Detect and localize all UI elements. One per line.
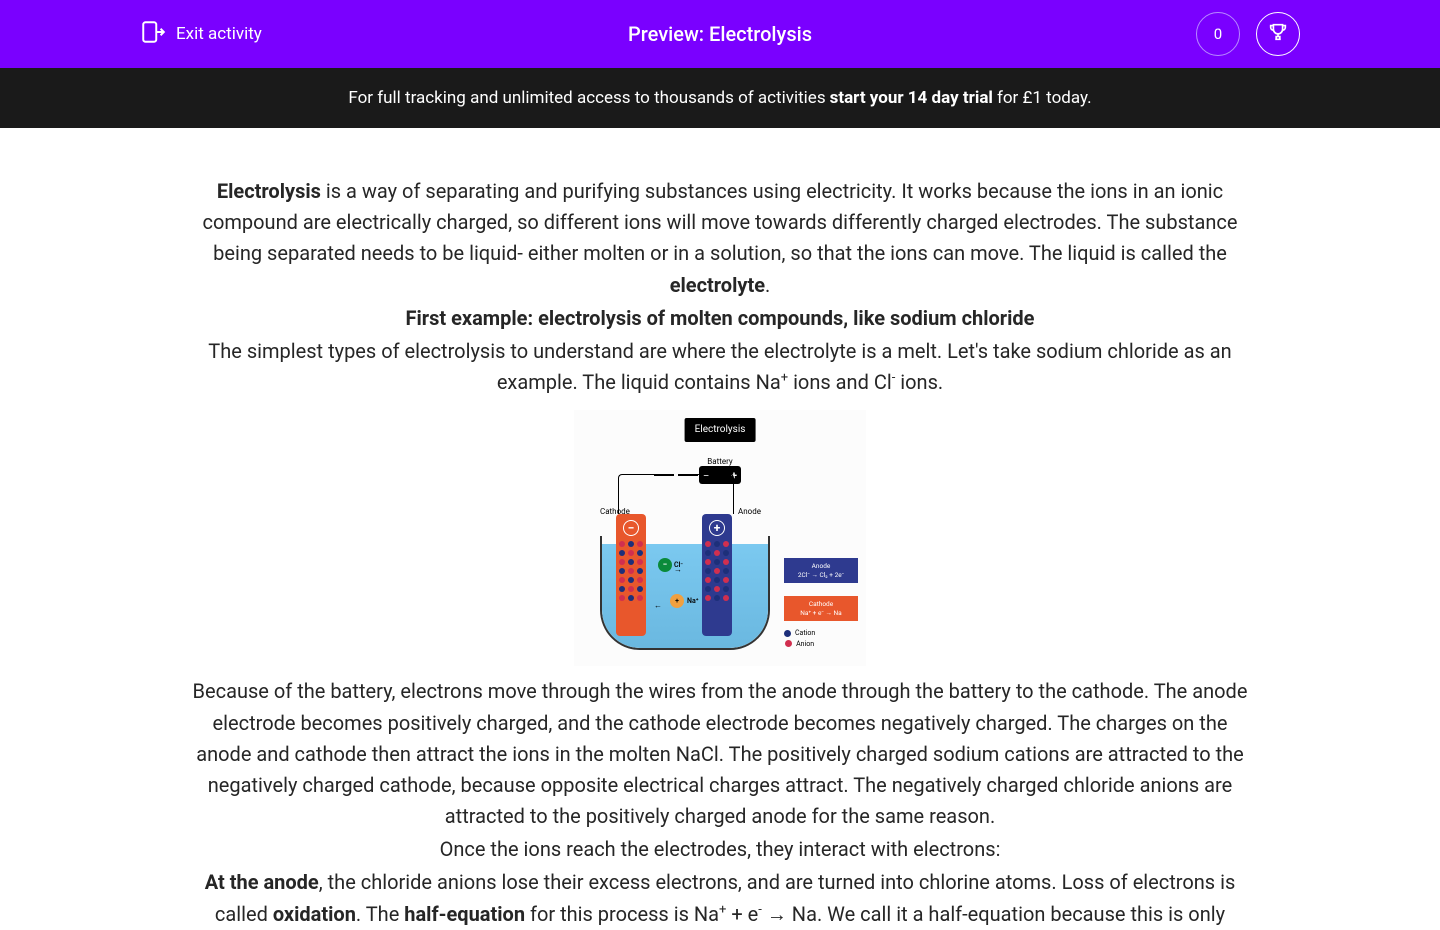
exit-icon bbox=[140, 19, 166, 50]
promo-banner[interactable]: For full tracking and unlimited access t… bbox=[0, 68, 1440, 128]
para1-end: . bbox=[765, 273, 770, 297]
para1-text: is a way of separating and purifying sub… bbox=[203, 179, 1238, 265]
paragraph-5: At the anode, the chloride anions lose t… bbox=[185, 867, 1255, 929]
anode-ions bbox=[702, 538, 732, 636]
term-half-equation: half-equation bbox=[404, 902, 525, 926]
arrow-right-icon: → bbox=[674, 564, 682, 576]
anode-label: Anode bbox=[738, 506, 761, 518]
cathode-ions bbox=[616, 538, 646, 636]
page-title: Preview: Electrolysis bbox=[628, 22, 812, 46]
legend-cation: Cation bbox=[795, 629, 815, 637]
banner-suffix: for £1 today. bbox=[997, 88, 1092, 108]
cathode-equation-box: Cathode Na⁺ + e⁻ → Na bbox=[784, 596, 858, 621]
trophy-icon bbox=[1267, 21, 1289, 47]
superscript-plus: + bbox=[781, 370, 788, 385]
anode-equation-box: Anode 2Cl⁻ → Cl₂ + 2e⁻ bbox=[784, 558, 858, 583]
legend-anion: Anion bbox=[796, 640, 814, 648]
para2-b: ions and Cl bbox=[788, 370, 892, 394]
section-heading: First example: electrolysis of molten co… bbox=[185, 303, 1255, 334]
diagram-title: Electrolysis bbox=[685, 418, 756, 442]
banner-bold: start your 14 day trial bbox=[830, 88, 993, 108]
term-electrolysis: Electrolysis bbox=[217, 179, 321, 203]
anode-box-eq: 2Cl⁻ → Cl₂ + 2e⁻ bbox=[789, 571, 853, 579]
cathode-sign: − bbox=[623, 520, 639, 536]
paragraph-1: Electrolysis is a way of separating and … bbox=[185, 176, 1255, 301]
na-label: Na⁺ bbox=[687, 596, 699, 607]
wire bbox=[678, 474, 698, 476]
para5-b: . The bbox=[356, 902, 404, 926]
superscript-plus2: + bbox=[719, 902, 726, 917]
para2-c: ions. bbox=[895, 370, 943, 394]
trophy-button[interactable] bbox=[1256, 12, 1300, 56]
para5-c: for this process is Na bbox=[525, 902, 719, 926]
wire-right bbox=[696, 474, 734, 514]
content-body: Electrolysis is a way of separating and … bbox=[165, 128, 1275, 930]
term-electrolyte: electrolyte bbox=[670, 273, 765, 297]
para2-a: The simplest types of electrolysis to un… bbox=[208, 339, 1231, 394]
banner-prefix: For full tracking and unlimited access t… bbox=[348, 88, 825, 108]
arrow-left-icon: ← bbox=[654, 600, 662, 612]
paragraph-3: Because of the battery, electrons move t… bbox=[185, 676, 1255, 832]
para5-e: → Na. We call it a half-equation because… bbox=[762, 902, 1225, 926]
anode-heading: At the anode bbox=[205, 870, 319, 894]
cathode-box-title: Cathode bbox=[789, 600, 853, 608]
para5-d: + e bbox=[726, 902, 758, 926]
header-bar: Exit activity Preview: Electrolysis 0 bbox=[0, 0, 1440, 68]
paragraph-2: The simplest types of electrolysis to un… bbox=[185, 336, 1255, 398]
electrolysis-diagram: Electrolysis Battery −+ Cathode Anode − bbox=[574, 410, 866, 666]
diagram-container: Electrolysis Battery −+ Cathode Anode − bbox=[185, 410, 1255, 666]
wire bbox=[654, 474, 674, 476]
cathode-box-eq: Na⁺ + e⁻ → Na bbox=[789, 609, 853, 617]
term-oxidation: oxidation bbox=[273, 902, 356, 926]
legend-key: Cation Anion bbox=[784, 628, 815, 649]
anode-sign: + bbox=[709, 520, 725, 536]
paragraph-4: Once the ions reach the electrodes, they… bbox=[185, 834, 1255, 865]
anode-box-title: Anode bbox=[789, 562, 853, 570]
exit-label: Exit activity bbox=[176, 24, 262, 44]
anode-electrode: + bbox=[702, 514, 732, 636]
header-right: 0 bbox=[1196, 12, 1300, 56]
score-badge[interactable]: 0 bbox=[1196, 12, 1240, 56]
cathode-electrode: − bbox=[616, 514, 646, 636]
exit-activity-button[interactable]: Exit activity bbox=[140, 19, 262, 50]
